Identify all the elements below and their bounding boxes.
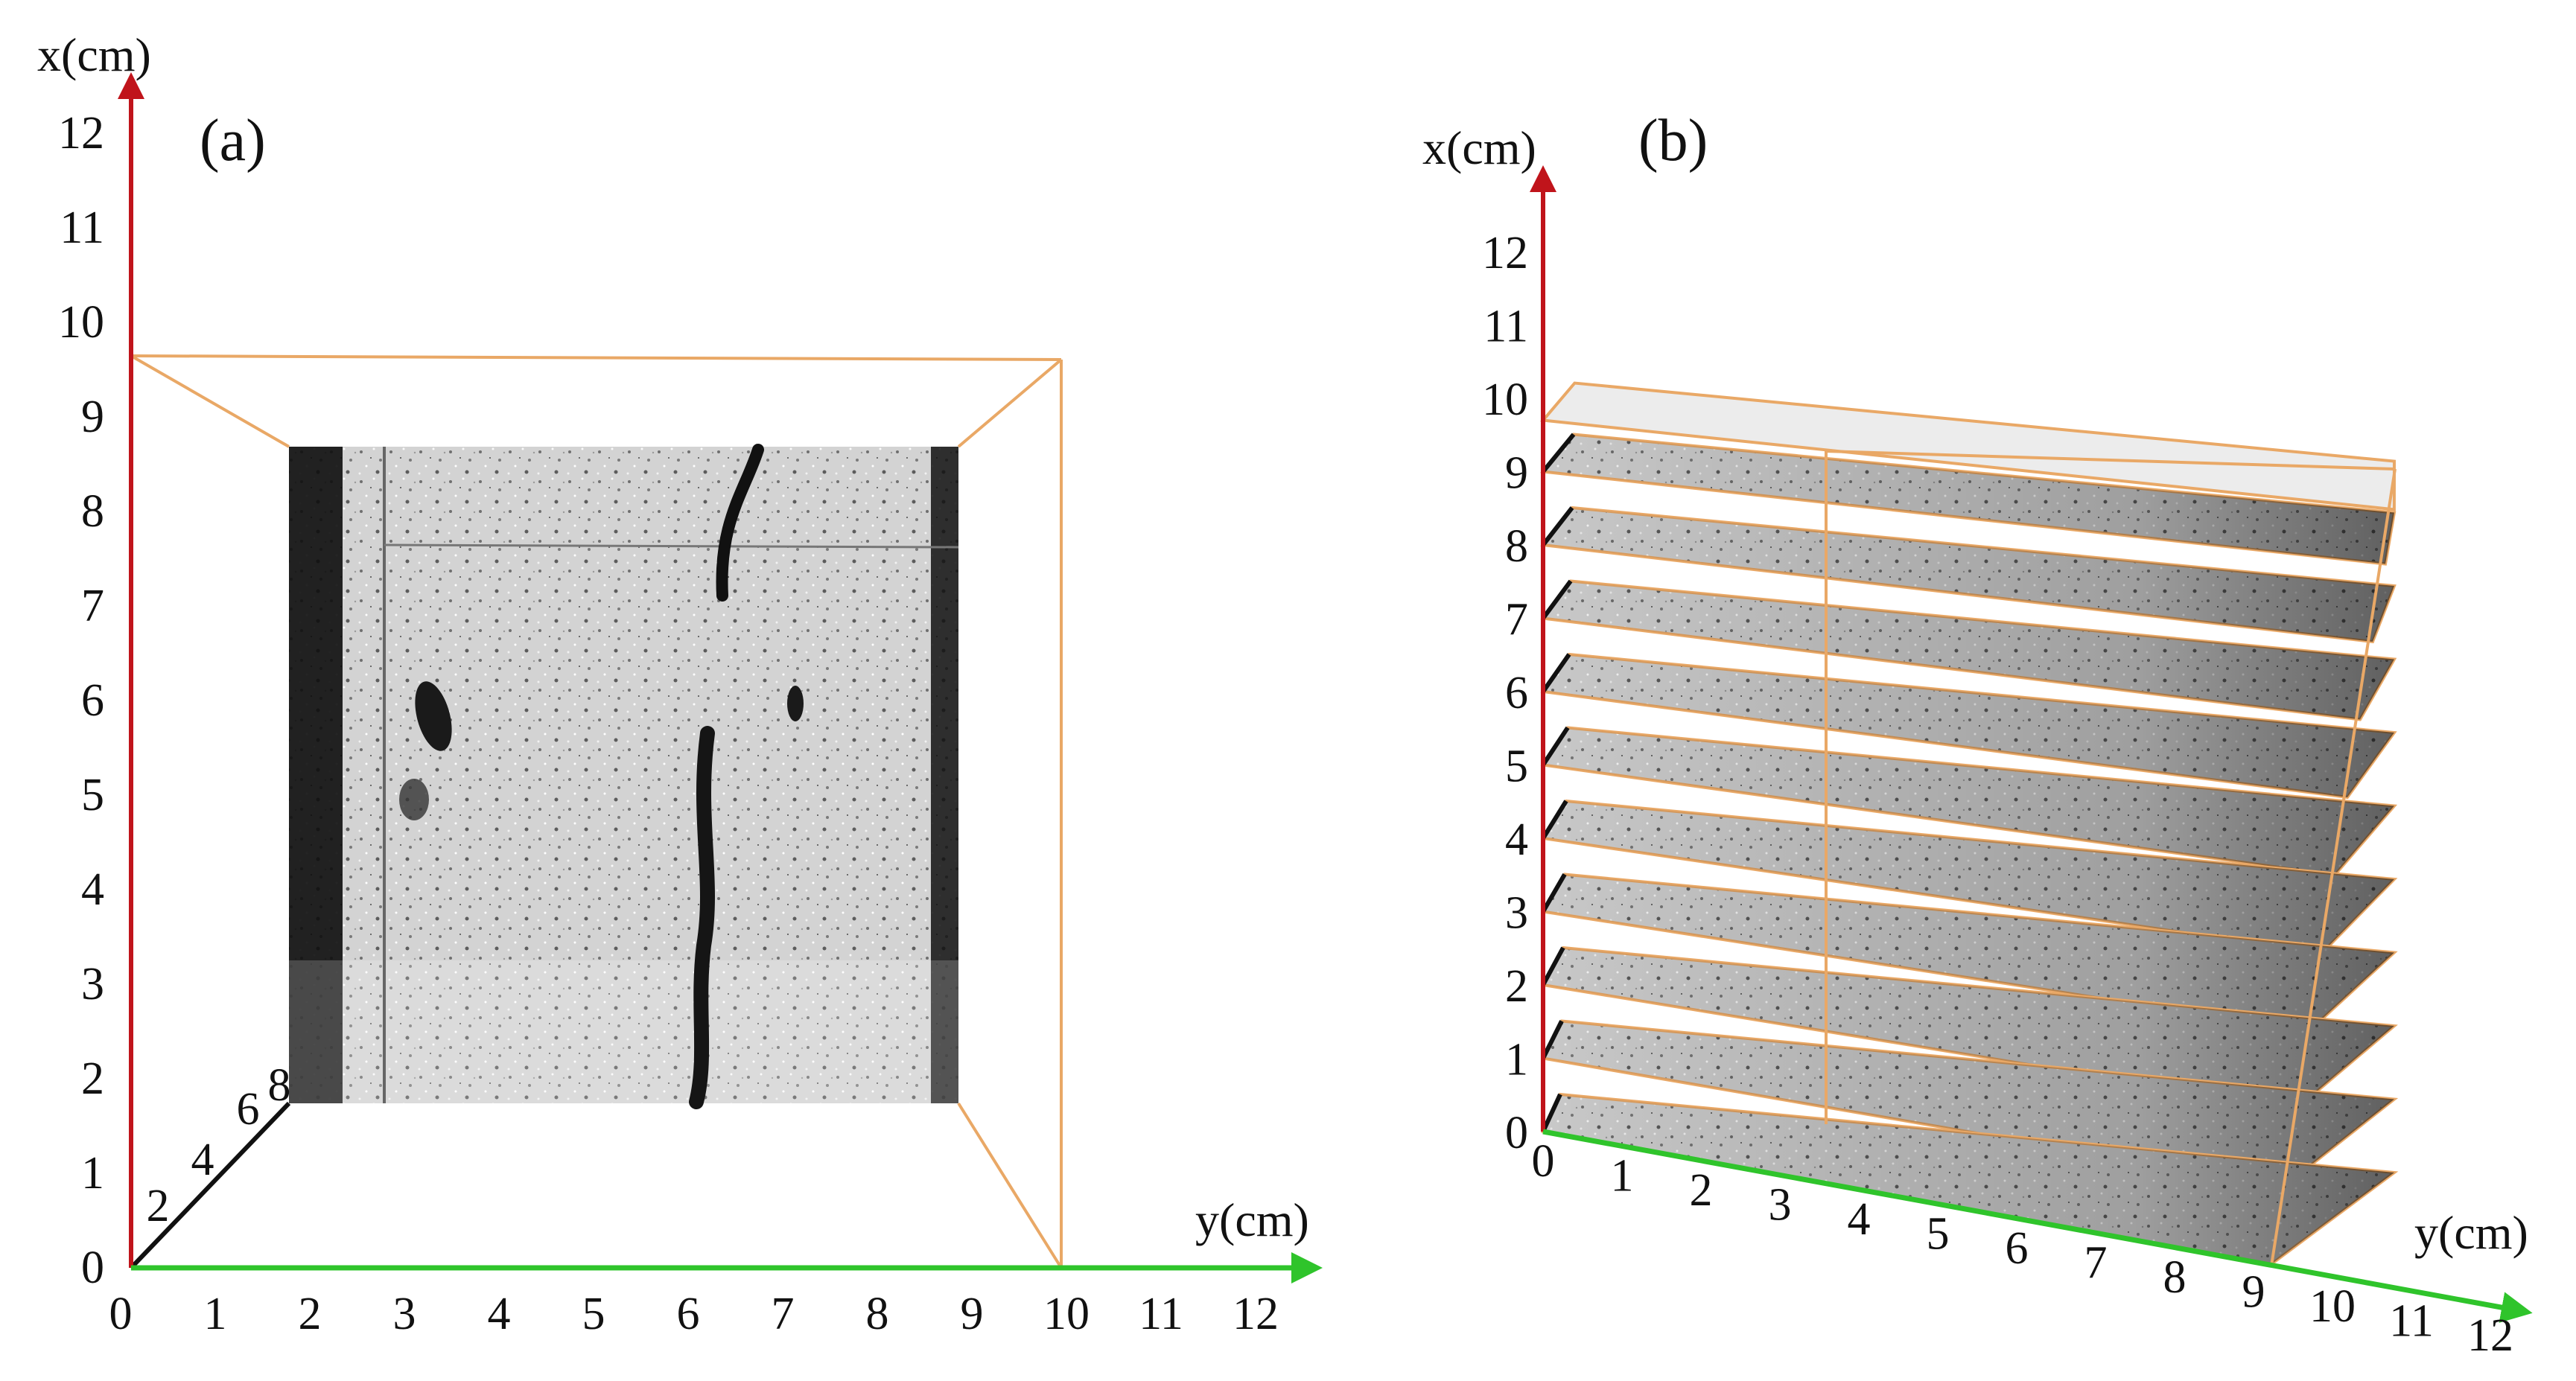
z-tick-label: 8 [268, 1060, 291, 1111]
y-tick-labels-b: 0 1 2 3 4 5 6 7 8 9 10 11 12 [1532, 1136, 2514, 1361]
y-tick-label: 2 [299, 1289, 322, 1339]
x-tick-label: 8 [1505, 521, 1528, 572]
y-tick-label: 3 [1769, 1180, 1792, 1231]
y-axis-b [1542, 1129, 2533, 1323]
y-tick-label: 12 [2467, 1310, 2513, 1361]
y-tick-label: 11 [1139, 1289, 1183, 1339]
y-tick-label: 12 [1233, 1289, 1279, 1339]
ct-slice-shading [1543, 1094, 2394, 1264]
y-tick-label: 1 [204, 1289, 227, 1339]
y-tick-labels-a: 0 1 2 3 4 5 6 7 8 9 10 11 12 [109, 1289, 1279, 1339]
x-tick-label: 11 [1483, 302, 1528, 352]
y-tick-label: 9 [2242, 1267, 2265, 1318]
slice-back-edge [1541, 873, 1567, 913]
x-tick-label: 1 [81, 1148, 104, 1199]
y-tick-label: 8 [2163, 1252, 2187, 1303]
x-tick-label: 5 [1505, 741, 1528, 792]
y-tick-label: 8 [866, 1289, 889, 1339]
x-tick-label: 2 [81, 1053, 104, 1104]
x-tick-label: 2 [1505, 961, 1528, 1012]
x-tick-label: 10 [58, 297, 104, 348]
y-tick-label: 11 [2389, 1296, 2434, 1347]
x-tick-label: 12 [58, 108, 104, 159]
y-axis-title-b: y(cm) [2414, 1206, 2528, 1259]
z-tick-label: 2 [147, 1181, 170, 1231]
x-tick-label: 4 [81, 864, 104, 915]
slice-back-edge [1541, 1093, 1562, 1133]
slice-back-edge [1541, 653, 1571, 693]
bounding-box-b [1825, 450, 2397, 1266]
ct-slice-shading [1543, 874, 2394, 1031]
ct-slice-shading [1543, 581, 2394, 720]
ct-slice-shading [1543, 727, 2394, 876]
y-tick-label: 3 [393, 1289, 416, 1339]
ct-slice-shading [1543, 508, 2394, 642]
x-axis-title-b: x(cm) [1422, 121, 1536, 174]
x-tick-label: 10 [1482, 374, 1528, 425]
x-tick-label: 6 [1505, 668, 1528, 718]
y-tick-label: 1 [1611, 1151, 1634, 1202]
slice-back-edge [1541, 946, 1565, 986]
y-tick-label: 5 [1927, 1209, 1950, 1260]
y-tick-label: 6 [677, 1289, 700, 1339]
ct-slice-shading [1543, 948, 2394, 1109]
slice-back-edge [1541, 433, 1576, 473]
bounding-box-a [130, 354, 1063, 1269]
y-tick-label: 2 [1690, 1165, 1713, 1216]
ct-volume-front-face [289, 444, 959, 1109]
y-axis-title-a: y(cm) [1195, 1193, 1309, 1246]
slice-stack [1540, 381, 2399, 1266]
x-tick-label: 1 [1505, 1035, 1528, 1085]
y-tick-label: 7 [2084, 1238, 2108, 1289]
y-tick-label: 9 [961, 1289, 984, 1339]
x-tick-label: 7 [81, 581, 104, 631]
slice-back-edge [1541, 726, 1570, 767]
slice-back-edge [1541, 1020, 1564, 1059]
x-tick-label: 0 [81, 1243, 104, 1293]
panel-label-b: (b) [1638, 108, 1708, 173]
z-tick-labels-a: 246 8 [147, 1060, 291, 1231]
z-tick-label: 4 [191, 1135, 214, 1185]
x-tick-label: 3 [81, 959, 104, 1010]
y-tick-label: 7 [772, 1289, 795, 1339]
ct-slice-shading [1543, 1021, 2394, 1187]
y-tick-label: 10 [2309, 1281, 2356, 1332]
x-tick-label: 9 [1505, 448, 1528, 499]
x-tick-label: 12 [1482, 228, 1528, 278]
x-tick-label: 4 [1505, 814, 1528, 865]
y-tick-label: 0 [1532, 1136, 1555, 1187]
panel-label-a: (a) [200, 108, 266, 173]
y-tick-label: 0 [109, 1289, 133, 1339]
y-tick-label: 5 [582, 1289, 605, 1339]
z-axis-a [129, 1101, 291, 1270]
x-tick-label: 3 [1505, 888, 1528, 939]
ct-slice-shading [1543, 654, 2394, 797]
ct-slice-shading [1543, 801, 2394, 953]
x-tick-label: 0 [1505, 1108, 1528, 1158]
y-tick-label: 4 [488, 1289, 511, 1339]
ct-slice-shading [1543, 434, 2394, 564]
y-tick-label: 4 [1848, 1194, 1871, 1245]
z-tick-label: 6 [237, 1084, 260, 1135]
ct-slice [1540, 381, 2397, 511]
slice-back-edge [1541, 800, 1568, 840]
x-tick-label: 6 [81, 675, 104, 726]
slice-back-edge [1541, 579, 1573, 620]
y-tick-label: 6 [2006, 1223, 2029, 1274]
y-tick-label: 10 [1043, 1289, 1090, 1339]
x-axis-title-a: x(cm) [37, 28, 151, 81]
x-tick-label: 11 [60, 202, 104, 253]
x-tick-label: 5 [81, 770, 104, 820]
x-tick-label: 7 [1505, 595, 1528, 645]
x-tick-label: 9 [81, 392, 104, 442]
x-tick-label: 8 [81, 486, 104, 537]
slice-back-edge [1541, 506, 1574, 546]
